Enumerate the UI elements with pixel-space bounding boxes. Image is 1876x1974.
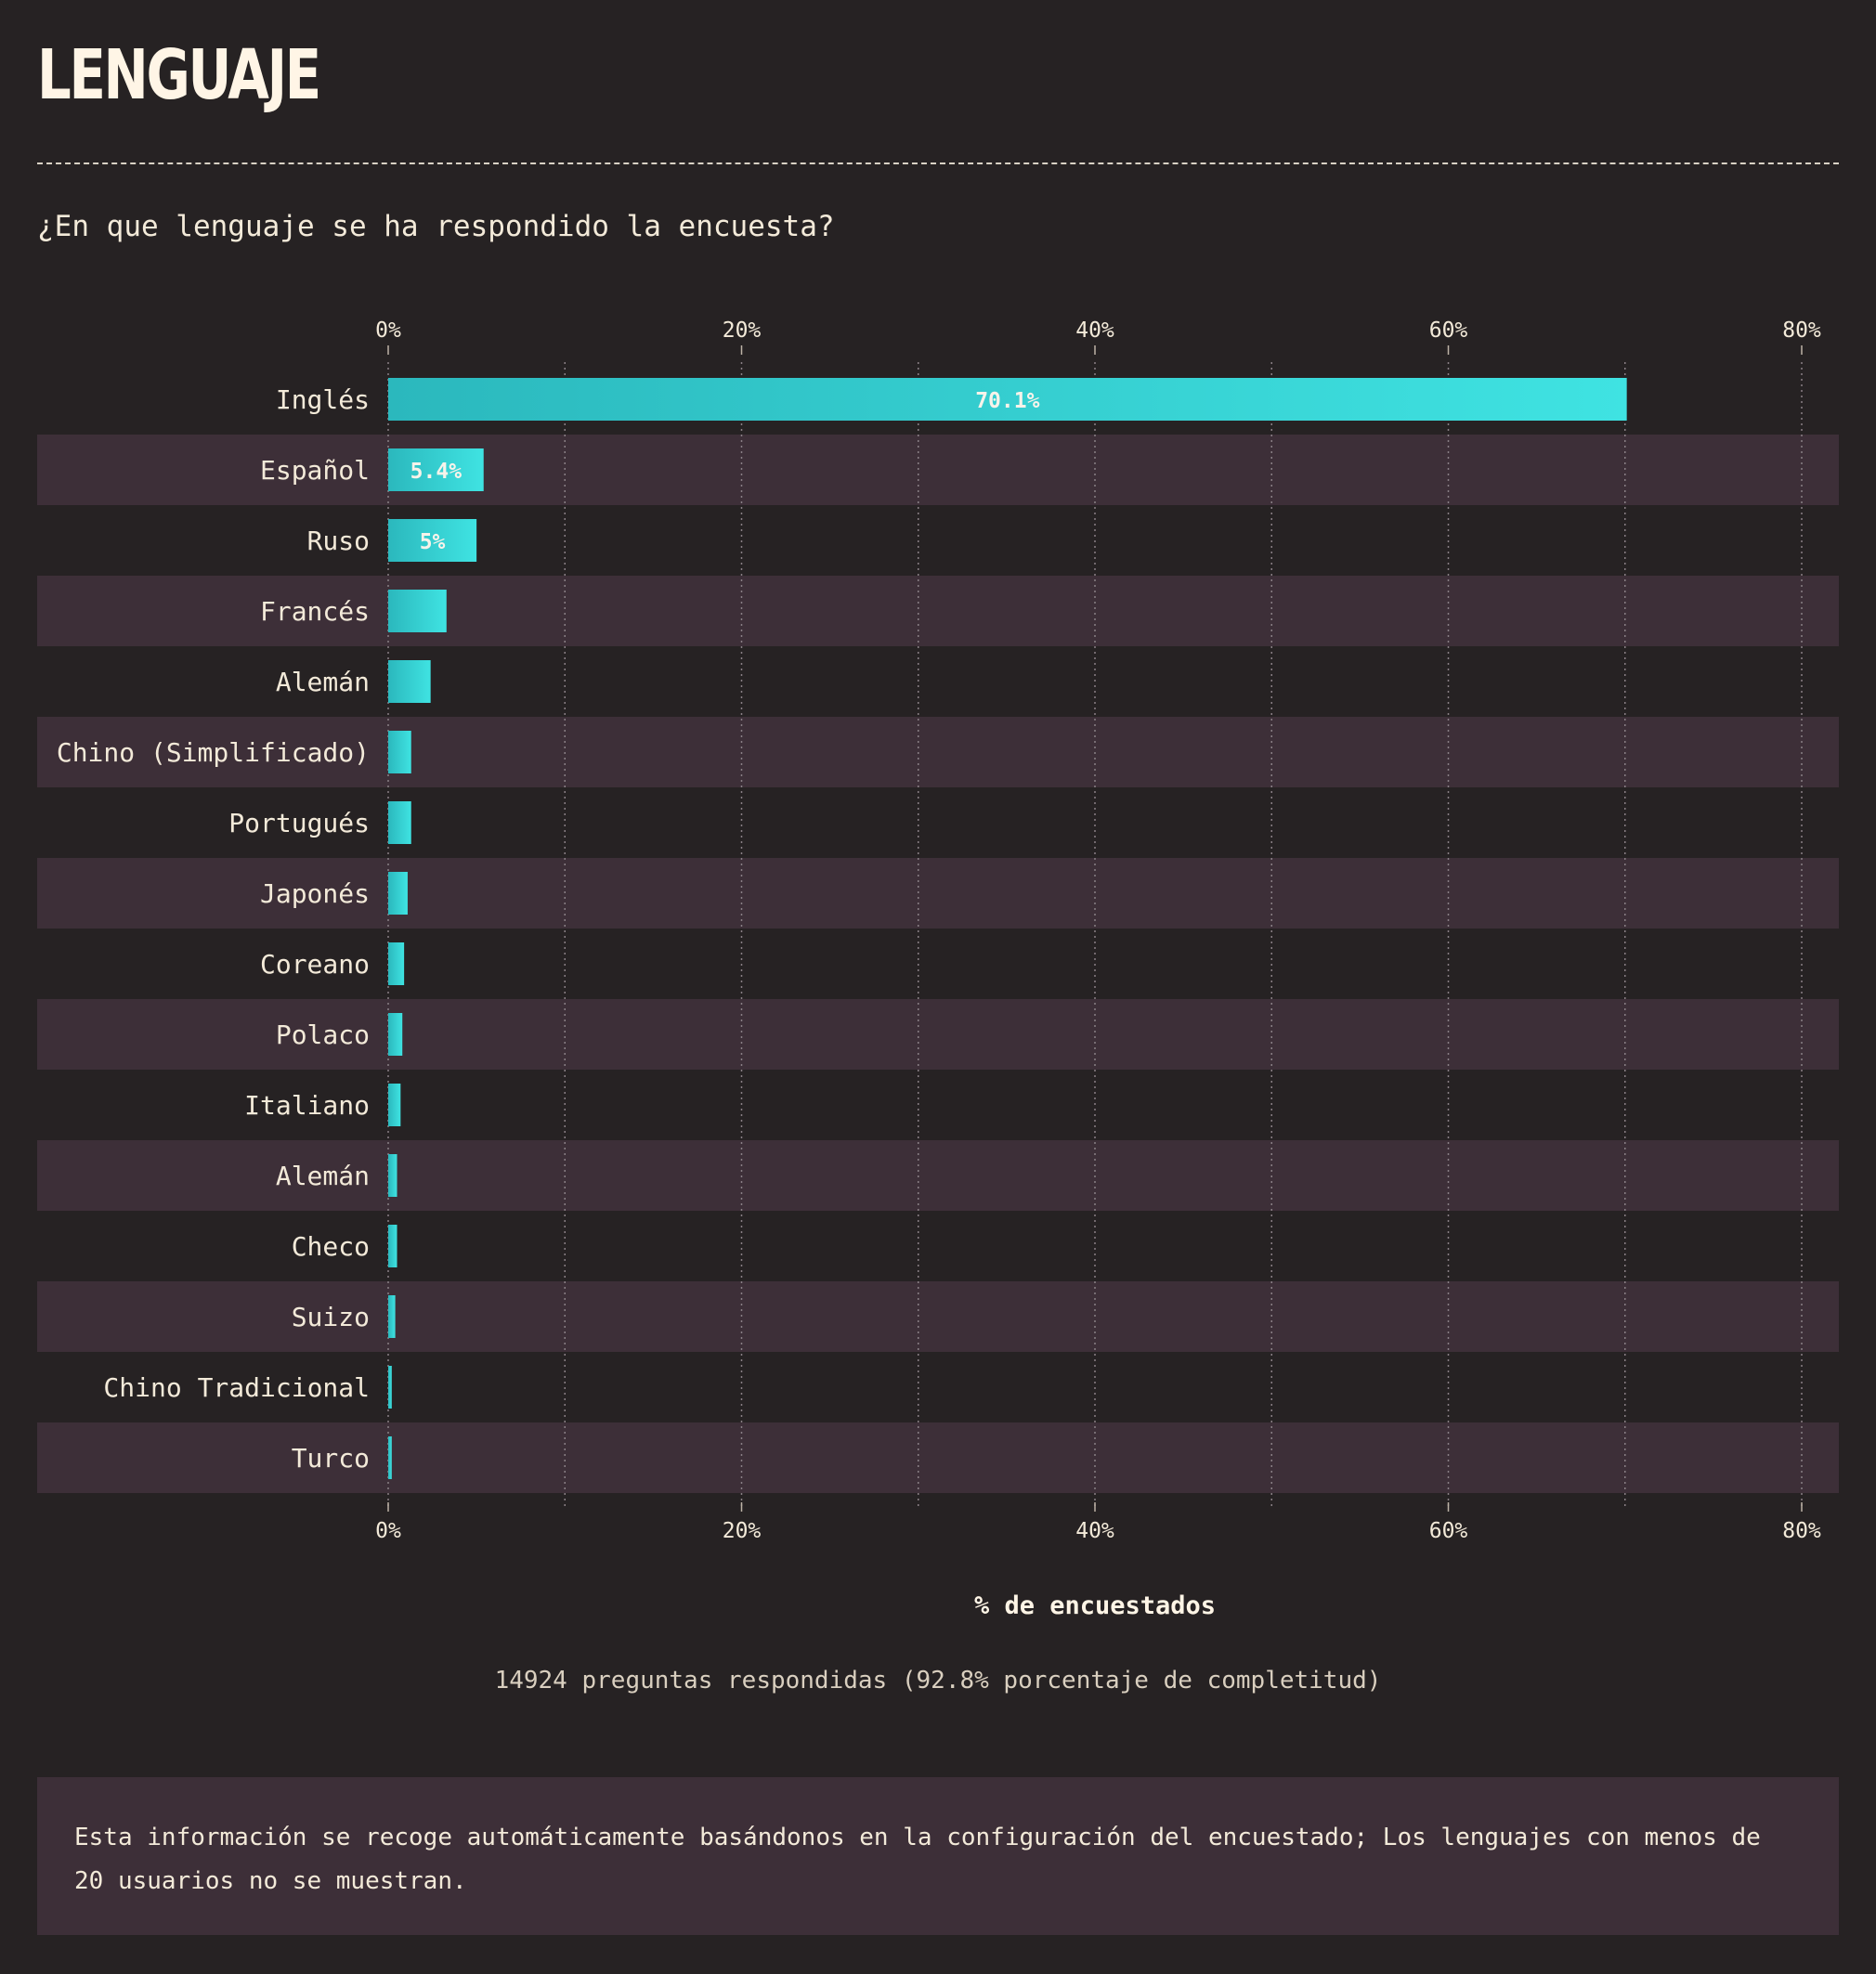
category-label: Japonés — [260, 878, 370, 909]
category-label: Alemán — [276, 1161, 370, 1191]
bar — [388, 519, 477, 562]
category-label: Italiano — [244, 1090, 370, 1121]
row-band — [37, 1422, 1839, 1493]
row-band — [37, 1281, 1839, 1352]
category-label: Turco — [292, 1443, 370, 1474]
bar — [388, 378, 1627, 421]
x-tick-label-top: 0% — [375, 318, 401, 343]
data-label: 70.1% — [975, 389, 1039, 413]
category-label: Francés — [260, 596, 370, 627]
row-band — [37, 576, 1839, 646]
category-label: Alemán — [276, 667, 370, 697]
bar — [388, 1084, 401, 1126]
title-divider — [37, 162, 1839, 164]
row-band — [37, 858, 1839, 929]
bar — [388, 872, 408, 915]
x-tick-label-top: 20% — [723, 318, 762, 343]
row-band — [37, 435, 1839, 505]
x-tick-label-bottom: 80% — [1782, 1519, 1821, 1543]
category-label: Coreano — [260, 949, 370, 980]
row-band — [37, 717, 1839, 787]
bar — [388, 942, 405, 985]
category-label: Chino Tradicional — [103, 1372, 370, 1403]
x-tick-label-bottom: 60% — [1429, 1519, 1468, 1543]
info-note-text: Esta información se recoge automáticamen… — [74, 1824, 1761, 1895]
page-title: LENGUAJE — [37, 35, 321, 115]
category-label: Checo — [292, 1231, 370, 1262]
category-label: Español — [260, 455, 370, 486]
info-note: Esta información se recoge automáticamen… — [37, 1777, 1839, 1935]
survey-question: ¿En que lenguaje se ha respondido la enc… — [37, 210, 835, 243]
category-label: Inglés — [276, 384, 370, 415]
x-tick-label-top: 80% — [1782, 318, 1821, 343]
category-label: Portugués — [228, 808, 370, 838]
data-label: 5% — [420, 530, 446, 554]
category-label: Suizo — [292, 1302, 370, 1332]
bar — [388, 1366, 392, 1409]
bar — [388, 660, 431, 703]
row-band — [37, 999, 1839, 1070]
category-label: Ruso — [307, 526, 370, 556]
x-tick-label-bottom: 20% — [723, 1519, 762, 1543]
bar — [388, 1154, 397, 1197]
x-axis-label: % de encuestados — [974, 1591, 1216, 1620]
bar — [388, 1436, 392, 1479]
bar — [388, 731, 411, 773]
x-tick-label-bottom: 0% — [375, 1519, 401, 1543]
bar — [388, 590, 447, 632]
bar — [388, 448, 484, 491]
x-tick-label-top: 40% — [1075, 318, 1114, 343]
x-tick-label-bottom: 40% — [1075, 1519, 1114, 1543]
language-bar-chart: Inglés Español Ruso Francés Alemán Chino (Sim… — [37, 318, 1839, 1620]
category-label: Chino (Simplificado) — [57, 737, 370, 768]
bar — [388, 801, 411, 844]
row-band — [37, 1140, 1839, 1211]
bar — [388, 1295, 396, 1338]
category-label: Polaco — [276, 1019, 370, 1050]
completion-stats: 14924 preguntas respondidas (92.8% porce… — [494, 1667, 1382, 1695]
bar — [388, 1013, 403, 1056]
data-label: 5.4% — [410, 460, 462, 484]
bar — [388, 1225, 397, 1267]
x-tick-label-top: 60% — [1429, 318, 1468, 343]
